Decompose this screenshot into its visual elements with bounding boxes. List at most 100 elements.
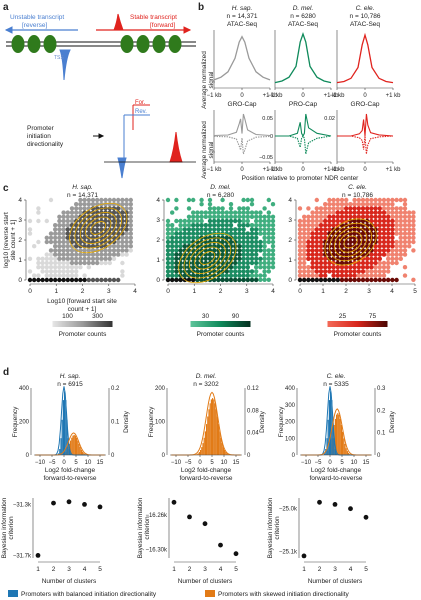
d-xlabel-2-0: forward-to-reverse bbox=[43, 475, 96, 482]
d-hist-bar-skewed bbox=[82, 451, 84, 455]
c-hexbin bbox=[245, 197, 250, 203]
c-hexbin bbox=[120, 244, 125, 249]
d-hist-bar-skewed bbox=[344, 443, 346, 455]
c-hexbin bbox=[61, 210, 66, 215]
c-hexbin bbox=[360, 202, 366, 207]
c-hexbin bbox=[186, 235, 192, 240]
c-hexbin bbox=[360, 231, 366, 236]
c-hexbin bbox=[310, 223, 315, 228]
c-hexbin bbox=[327, 202, 332, 207]
c-zero-row bbox=[178, 277, 183, 283]
c-hexbin bbox=[203, 227, 208, 232]
c-hexbin bbox=[124, 235, 129, 240]
c-hexbin bbox=[323, 206, 328, 211]
c-hexbin bbox=[182, 260, 187, 266]
b-top-xtick-label-2-1: 0 bbox=[363, 93, 367, 99]
c-hexbin bbox=[182, 265, 187, 270]
c-zero-row bbox=[170, 277, 175, 283]
b-bottom-xtick-label-2-2: +1 kb bbox=[386, 167, 402, 173]
c-contour-1-3 bbox=[183, 237, 232, 279]
d-bic-point-2-4 bbox=[363, 514, 369, 520]
c-hexbin bbox=[124, 206, 129, 211]
c-hexbin bbox=[254, 235, 259, 240]
c-contour-2-3 bbox=[329, 222, 372, 262]
c-xtick-label-1-2: 2 bbox=[219, 288, 223, 295]
c-ytick-label-1-1: 1 bbox=[156, 257, 160, 264]
d-hist-bar-skewed bbox=[226, 453, 228, 455]
c-hexbin bbox=[182, 273, 187, 278]
c-hexbin bbox=[128, 223, 133, 228]
d-hist-bar-skewed bbox=[227, 454, 229, 455]
c-hexbin bbox=[386, 252, 391, 257]
c-hexbin bbox=[165, 235, 171, 240]
b-ylabel-bottom: Average normalized bbox=[201, 121, 208, 179]
nucleosome-4 bbox=[136, 35, 150, 53]
c-hexbin bbox=[48, 197, 54, 203]
c-hexbin bbox=[266, 260, 271, 266]
c-hexbin bbox=[297, 206, 303, 211]
c-hexbin bbox=[48, 248, 54, 253]
c-hexbin bbox=[65, 260, 71, 266]
b-cap-reverse-0 bbox=[213, 135, 271, 155]
b-species-name-2: C. ele. bbox=[356, 5, 375, 12]
c-hexbin bbox=[191, 265, 196, 270]
d-hist-bar-balanced bbox=[61, 419, 63, 455]
c-hexbin bbox=[314, 248, 319, 253]
c-hexbin bbox=[165, 218, 171, 224]
d-ylabel-density-1: Density bbox=[259, 410, 266, 432]
c-hexbin bbox=[128, 214, 133, 219]
c-hexbin bbox=[199, 269, 204, 274]
c-hexbin bbox=[224, 214, 229, 219]
c-hexbin bbox=[249, 197, 255, 203]
c-hexbin bbox=[331, 197, 336, 203]
c-hexbin bbox=[99, 218, 104, 224]
d-xtick-label-0-5: 15 bbox=[97, 460, 104, 466]
c-hexbin bbox=[386, 239, 391, 245]
c-hexbin bbox=[228, 223, 234, 228]
c-hexbin bbox=[381, 269, 387, 274]
c-hexbin bbox=[266, 252, 271, 257]
b-top-xtick-label-2-0: −1 kb bbox=[330, 93, 346, 99]
c-hexbin bbox=[386, 206, 391, 211]
c-hexbin bbox=[402, 223, 408, 228]
d-bic-xtick-label-0-3: 4 bbox=[83, 566, 87, 573]
c-hexbin bbox=[203, 210, 208, 215]
c-hexbin bbox=[262, 214, 267, 219]
c-hexbin bbox=[228, 256, 234, 261]
c-hexbin bbox=[339, 218, 345, 224]
c-hexbin bbox=[323, 269, 328, 274]
c-hexbin bbox=[120, 197, 125, 203]
c-hexbin bbox=[57, 256, 62, 261]
c-xtick-label-2-1: 1 bbox=[321, 288, 325, 295]
c-hexbin bbox=[254, 231, 259, 236]
c-hexbin bbox=[48, 239, 54, 245]
c-hexbin bbox=[369, 218, 374, 224]
c-hexbin bbox=[318, 260, 324, 266]
c-hexbin bbox=[111, 244, 117, 249]
d-density-tick-label-2-3: 0.3 bbox=[377, 386, 386, 392]
d-density-tick-label-2-2: 0.2 bbox=[377, 408, 386, 414]
c-hexbin bbox=[178, 223, 183, 228]
c-hexbin bbox=[86, 227, 92, 232]
d-xlabel-1-1: Log2 fold-change bbox=[181, 467, 232, 474]
c-hexbin bbox=[170, 273, 175, 278]
c-hexbin bbox=[199, 223, 204, 228]
c-hexbin bbox=[182, 244, 187, 249]
c-hexbin bbox=[207, 218, 213, 224]
c-hexbin bbox=[381, 214, 387, 219]
c-hexbin bbox=[116, 210, 121, 215]
c-zero-row bbox=[69, 277, 75, 283]
c-hexbin bbox=[245, 239, 250, 245]
c-hexbin bbox=[241, 223, 246, 228]
c-zero-row bbox=[36, 277, 41, 283]
c-hexbin bbox=[262, 256, 267, 261]
c-zero-row bbox=[245, 277, 250, 283]
c-hexbin bbox=[323, 218, 328, 224]
c-hexbin bbox=[314, 265, 319, 270]
c-hexbin bbox=[199, 273, 204, 278]
c-hexbin bbox=[224, 269, 229, 274]
c-hexbin bbox=[365, 223, 370, 228]
c-colorbar-tick-1-1: 90 bbox=[232, 313, 240, 320]
c-hexbin bbox=[107, 231, 113, 236]
c-hexbin bbox=[233, 210, 238, 215]
